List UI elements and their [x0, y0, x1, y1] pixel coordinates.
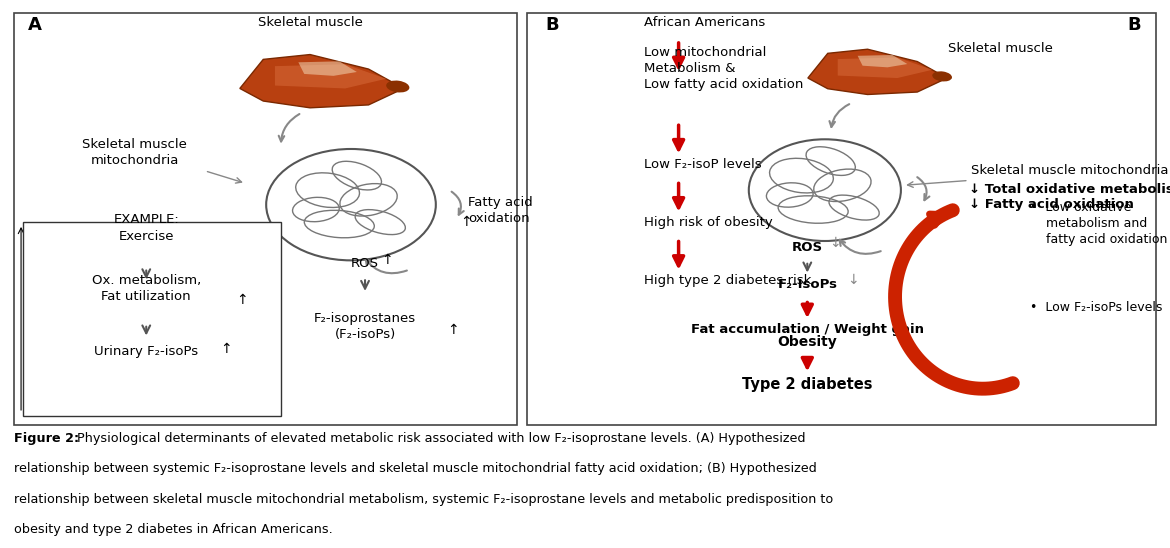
Text: B: B — [1127, 16, 1141, 35]
Text: ↓: ↓ — [830, 236, 841, 250]
Ellipse shape — [266, 149, 435, 260]
Polygon shape — [298, 61, 357, 76]
Bar — [14, 13, 517, 425]
Text: ↑: ↑ — [236, 293, 248, 307]
Text: Type 2 diabetes: Type 2 diabetes — [742, 376, 873, 392]
Text: Skeletal muscle: Skeletal muscle — [948, 42, 1053, 55]
Text: ↓ Total oxidative metabolism: ↓ Total oxidative metabolism — [969, 183, 1170, 196]
Text: •  Low F₂-isoPs levels: • Low F₂-isoPs levels — [1030, 301, 1162, 314]
Text: ↓: ↓ — [847, 273, 859, 287]
Text: ↑: ↑ — [381, 253, 393, 267]
Bar — [526, 13, 1156, 425]
Text: F₂-IsoPs: F₂-IsoPs — [777, 278, 838, 291]
Text: B: B — [545, 16, 559, 35]
Polygon shape — [275, 64, 386, 88]
Text: Skeletal muscle: Skeletal muscle — [257, 16, 363, 30]
Text: ROS: ROS — [351, 256, 379, 270]
Text: F₂-isoprostanes
(F₂-isoPs): F₂-isoprostanes (F₂-isoPs) — [314, 312, 417, 341]
Text: EXAMPLE:
Exercise: EXAMPLE: Exercise — [113, 213, 179, 243]
Text: African Americans: African Americans — [644, 16, 765, 30]
Text: ROS: ROS — [792, 241, 823, 254]
Text: Low F₂-isoP levels: Low F₂-isoP levels — [644, 158, 762, 171]
Polygon shape — [838, 58, 932, 78]
Text: •  Low oxidative
    metabolism and
    fatty acid oxidation: • Low oxidative metabolism and fatty aci… — [1030, 202, 1166, 247]
Text: ↑: ↑ — [460, 215, 472, 229]
Text: Fatty acid
oxidation: Fatty acid oxidation — [468, 196, 532, 225]
Ellipse shape — [932, 71, 952, 82]
Text: Skeletal muscle
mitochondria: Skeletal muscle mitochondria — [82, 138, 187, 167]
Text: Ox. metabolism,
Fat utilization: Ox. metabolism, Fat utilization — [91, 273, 201, 302]
Text: Skeletal muscle mitochondria: Skeletal muscle mitochondria — [971, 164, 1169, 176]
Ellipse shape — [749, 139, 901, 241]
Text: Figure 2:: Figure 2: — [14, 432, 80, 445]
Text: Low mitochondrial
Metabolism &
Low fatty acid oxidation: Low mitochondrial Metabolism & Low fatty… — [644, 47, 803, 92]
Text: Fat accumulation / Weight gain: Fat accumulation / Weight gain — [690, 323, 924, 335]
Text: obesity and type 2 diabetes in African Americans.: obesity and type 2 diabetes in African A… — [14, 523, 332, 536]
Text: ↑: ↑ — [447, 323, 459, 338]
Text: relationship between skeletal muscle mitochondrial metabolism, systemic F₂-isopr: relationship between skeletal muscle mit… — [14, 493, 833, 506]
Text: High type 2 diabetes risk: High type 2 diabetes risk — [644, 274, 811, 287]
Text: Obesity: Obesity — [777, 335, 838, 349]
Text: ↑: ↑ — [220, 342, 232, 356]
Text: Urinary F₂-isoPs: Urinary F₂-isoPs — [95, 345, 198, 358]
Polygon shape — [240, 55, 404, 108]
Text: A: A — [28, 16, 42, 35]
Text: relationship between systemic F₂-isoprostane levels and skeletal muscle mitochon: relationship between systemic F₂-isopros… — [14, 463, 817, 475]
Text: ↓ Fatty acid oxidation: ↓ Fatty acid oxidation — [969, 198, 1134, 210]
Polygon shape — [807, 49, 948, 94]
Text: High risk of obesity: High risk of obesity — [644, 216, 772, 229]
Polygon shape — [858, 55, 908, 67]
Bar — [23, 222, 281, 416]
Text: Physiological determinants of elevated metabolic risk associated with low F₂-iso: Physiological determinants of elevated m… — [73, 432, 805, 445]
Ellipse shape — [386, 81, 410, 93]
